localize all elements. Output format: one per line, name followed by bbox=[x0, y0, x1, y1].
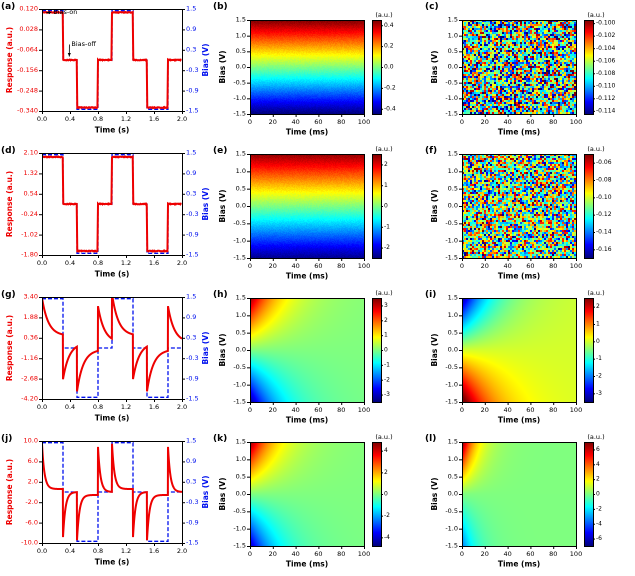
panel-i-heatmap-plot bbox=[424, 288, 635, 432]
panel-e-heatmap-plot bbox=[212, 144, 424, 288]
panel-h-heatmap-plot bbox=[212, 288, 424, 432]
panel-f-heatmap-plot bbox=[424, 144, 635, 288]
panel-a-timeseries-plot bbox=[0, 0, 212, 144]
panel-d-timeseries-plot bbox=[0, 144, 212, 288]
panel-g-timeseries-plot bbox=[0, 288, 212, 432]
panel-c-heatmap-plot bbox=[424, 0, 635, 144]
panel-j-timeseries-plot bbox=[0, 432, 212, 576]
panel-k-heatmap-plot bbox=[212, 432, 424, 576]
panel-b-heatmap-plot bbox=[212, 0, 424, 144]
panel-l-heatmap-plot bbox=[424, 432, 635, 576]
